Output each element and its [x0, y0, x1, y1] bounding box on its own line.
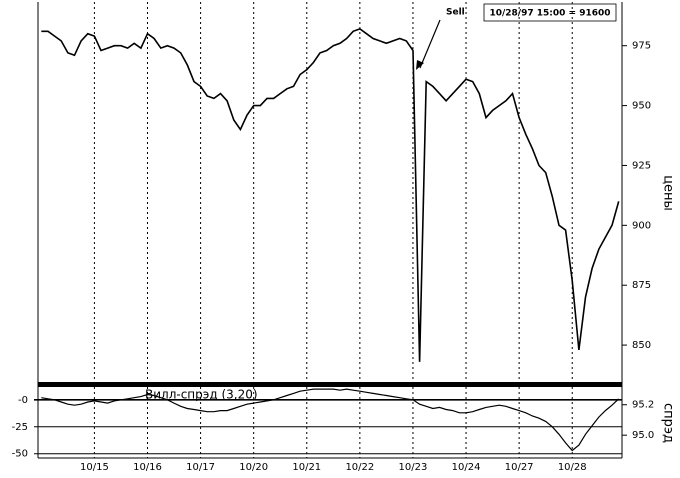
annotation: Sell	[446, 8, 465, 18]
x-tick-label: 10/16	[133, 462, 162, 473]
y2-tick-label: 95.2	[632, 400, 654, 411]
y-tick-label: -50	[12, 449, 28, 460]
y2-tick-label: 95.0	[632, 430, 654, 441]
x-tick-label: 10/15	[80, 462, 109, 473]
x-tick-label: 10/20	[239, 462, 268, 473]
y-tick-label: 875	[632, 280, 651, 291]
y-tick-label: -0	[18, 395, 28, 406]
y-tick-label: -25	[12, 422, 28, 433]
series-line	[41, 388, 620, 452]
y-tick-label: 900	[632, 220, 651, 231]
x-tick-label: 10/23	[399, 462, 428, 473]
info-box	[483, 3, 617, 22]
y-axis-label: цены	[661, 175, 676, 211]
sell-arrow	[419, 19, 441, 69]
x-tick-label: 10/28	[558, 462, 587, 473]
price-line	[41, 28, 620, 362]
x-tick-label: 10/22	[345, 462, 374, 473]
panel-divider	[38, 382, 622, 387]
x-tick-label: 10/17	[186, 462, 215, 473]
y-tick-label: 950	[632, 101, 651, 112]
y-axis-label: спрэд	[661, 403, 676, 443]
y-tick-label: 850	[632, 340, 651, 351]
annotation: 10/28/97 15:00 = 91600	[489, 9, 610, 19]
y-tick-label: 975	[632, 41, 651, 52]
x-tick-label: 10/24	[452, 462, 481, 473]
x-tick-label: 10/27	[505, 462, 534, 473]
x-tick-label: 10/21	[292, 462, 321, 473]
y-tick-label: 925	[632, 160, 651, 171]
sell-arrow-head	[416, 60, 424, 70]
legend-label: Вилл-спрэд (3,20)	[145, 388, 258, 402]
